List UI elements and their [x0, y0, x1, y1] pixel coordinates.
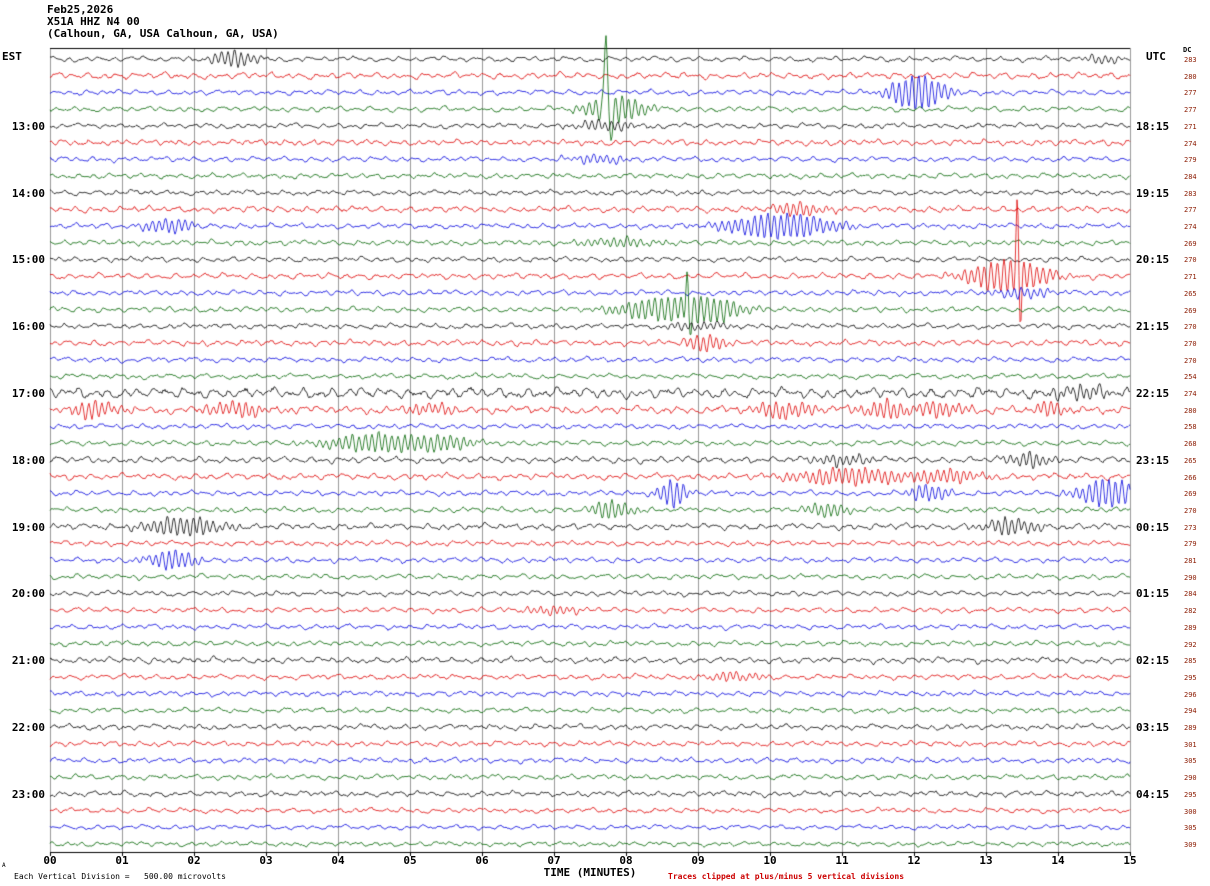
dc-value: 265 [1184, 289, 1197, 298]
dc-value: 301 [1184, 740, 1197, 749]
dc-value: 285 [1184, 657, 1197, 666]
x-tick-label: 08 [619, 854, 633, 867]
est-hour-label: 14:00 [11, 186, 45, 200]
dc-value: 277 [1184, 89, 1197, 98]
utc-hour-label: 19:15 [1136, 186, 1170, 200]
dc-value: 295 [1184, 790, 1197, 799]
dc-value: 294 [1184, 707, 1197, 716]
dc-value: 274 [1184, 223, 1197, 231]
x-tick-label: 15 [1123, 854, 1137, 867]
dc-value: 292 [1184, 640, 1197, 649]
utc-hour-label: 21:15 [1136, 320, 1170, 334]
dc-value: 289 [1184, 724, 1197, 732]
dc-value: 270 [1184, 323, 1197, 332]
header-date: Feb25,2026 [47, 3, 114, 16]
dc-value: 268 [1184, 440, 1197, 449]
dc-value: 283 [1184, 189, 1197, 198]
est-hour-label: 13:00 [11, 119, 45, 133]
left-axis-label: EST [2, 50, 22, 63]
dc-value: 270 [1184, 256, 1197, 265]
dc-value: 284 [1184, 590, 1197, 599]
dc-value: 309 [1184, 840, 1197, 849]
dc-value: 277 [1184, 106, 1197, 115]
dc-value: 282 [1184, 607, 1197, 616]
dc-value: 279 [1184, 156, 1197, 165]
footer-clip-note: Traces clipped at plus/minus 5 vertical … [668, 872, 905, 881]
dc-value: 270 [1184, 356, 1197, 365]
utc-hour-label: 03:15 [1136, 721, 1170, 734]
est-hour-label: 22:00 [11, 721, 45, 734]
est-hour-label: 21:00 [11, 654, 45, 668]
dc-value: 269 [1184, 306, 1197, 315]
dc-value: 274 [1184, 390, 1197, 398]
dc-value: 270 [1184, 339, 1197, 348]
x-tick-label: 00 [43, 854, 57, 867]
dc-value: 271 [1184, 273, 1197, 282]
est-hour-label: 16:00 [11, 320, 45, 334]
dc-value: 258 [1184, 423, 1197, 432]
dc-value: 305 [1184, 757, 1197, 766]
x-tick-label: 04 [331, 854, 345, 867]
dc-value: 273 [1184, 523, 1197, 532]
dc-value: 274 [1184, 139, 1197, 148]
dc-value: 305 [1184, 824, 1197, 833]
utc-hour-label: 22:15 [1136, 387, 1170, 400]
utc-hour-label: 00:15 [1136, 520, 1170, 534]
dc-value: 295 [1184, 673, 1197, 682]
dc-value: 290 [1184, 573, 1197, 582]
dc-value: 279 [1184, 540, 1197, 549]
dc-value: 269 [1184, 239, 1197, 248]
est-hour-label: 23:00 [11, 787, 45, 801]
utc-hour-label: 01:15 [1136, 587, 1170, 601]
dc-value: 266 [1184, 473, 1197, 482]
x-tick-label: 14 [1051, 854, 1065, 867]
right-axis-label: UTC [1146, 50, 1166, 63]
dc-value: 300 [1184, 807, 1197, 816]
corner-marker: A [2, 862, 6, 869]
x-tick-label: 03 [259, 854, 273, 867]
dc-value: 277 [1184, 206, 1197, 215]
utc-hour-label: 20:15 [1136, 253, 1170, 267]
utc-hour-label: 04:15 [1136, 787, 1170, 801]
dc-value: 280 [1184, 406, 1197, 415]
utc-hour-label: 23:15 [1136, 453, 1170, 467]
dc-value: 296 [1184, 690, 1197, 699]
dc-value: 271 [1184, 122, 1197, 131]
dc-value: 284 [1184, 172, 1197, 181]
x-tick-label: 10 [763, 854, 777, 867]
dc-value: 289 [1184, 623, 1197, 632]
x-tick-label: 06 [475, 854, 489, 867]
x-tick-label: 13 [979, 854, 993, 867]
x-tick-label: 12 [907, 854, 921, 867]
est-hour-label: 19:00 [11, 520, 45, 534]
utc-hour-label: 18:15 [1136, 119, 1170, 133]
dc-value: 269 [1184, 490, 1197, 499]
dc-value: 265 [1184, 456, 1197, 465]
dc-value: 254 [1184, 373, 1197, 382]
est-hour-label: 18:00 [11, 453, 45, 467]
est-hour-label: 15:00 [11, 253, 45, 267]
header-station: X51A HHZ N4 00 [47, 15, 140, 28]
x-tick-label: 05 [403, 854, 417, 867]
dc-value: 290 [1184, 774, 1197, 783]
dc-value: 280 [1184, 72, 1197, 81]
x-tick-label: 09 [691, 854, 705, 867]
utc-hour-label: 02:15 [1136, 654, 1170, 668]
dc-column-label: DC [1183, 46, 1192, 54]
x-tick-label: 07 [547, 854, 561, 867]
dc-value: 270 [1184, 506, 1197, 515]
header-location: (Calhoun, GA, USA Calhoun, GA, USA) [47, 27, 279, 40]
dc-value: 283 [1184, 56, 1197, 64]
est-hour-label: 17:00 [11, 387, 45, 400]
dc-value: 281 [1184, 557, 1197, 565]
footer-scale-note: Each Vertical Division = 500.00 microvol… [14, 872, 226, 881]
est-hour-label: 20:00 [11, 587, 45, 601]
x-tick-label: 11 [835, 854, 849, 867]
x-tick-label: 01 [115, 854, 129, 867]
x-axis-title: TIME (MINUTES) [543, 866, 637, 879]
x-tick-label: 02 [187, 854, 201, 867]
